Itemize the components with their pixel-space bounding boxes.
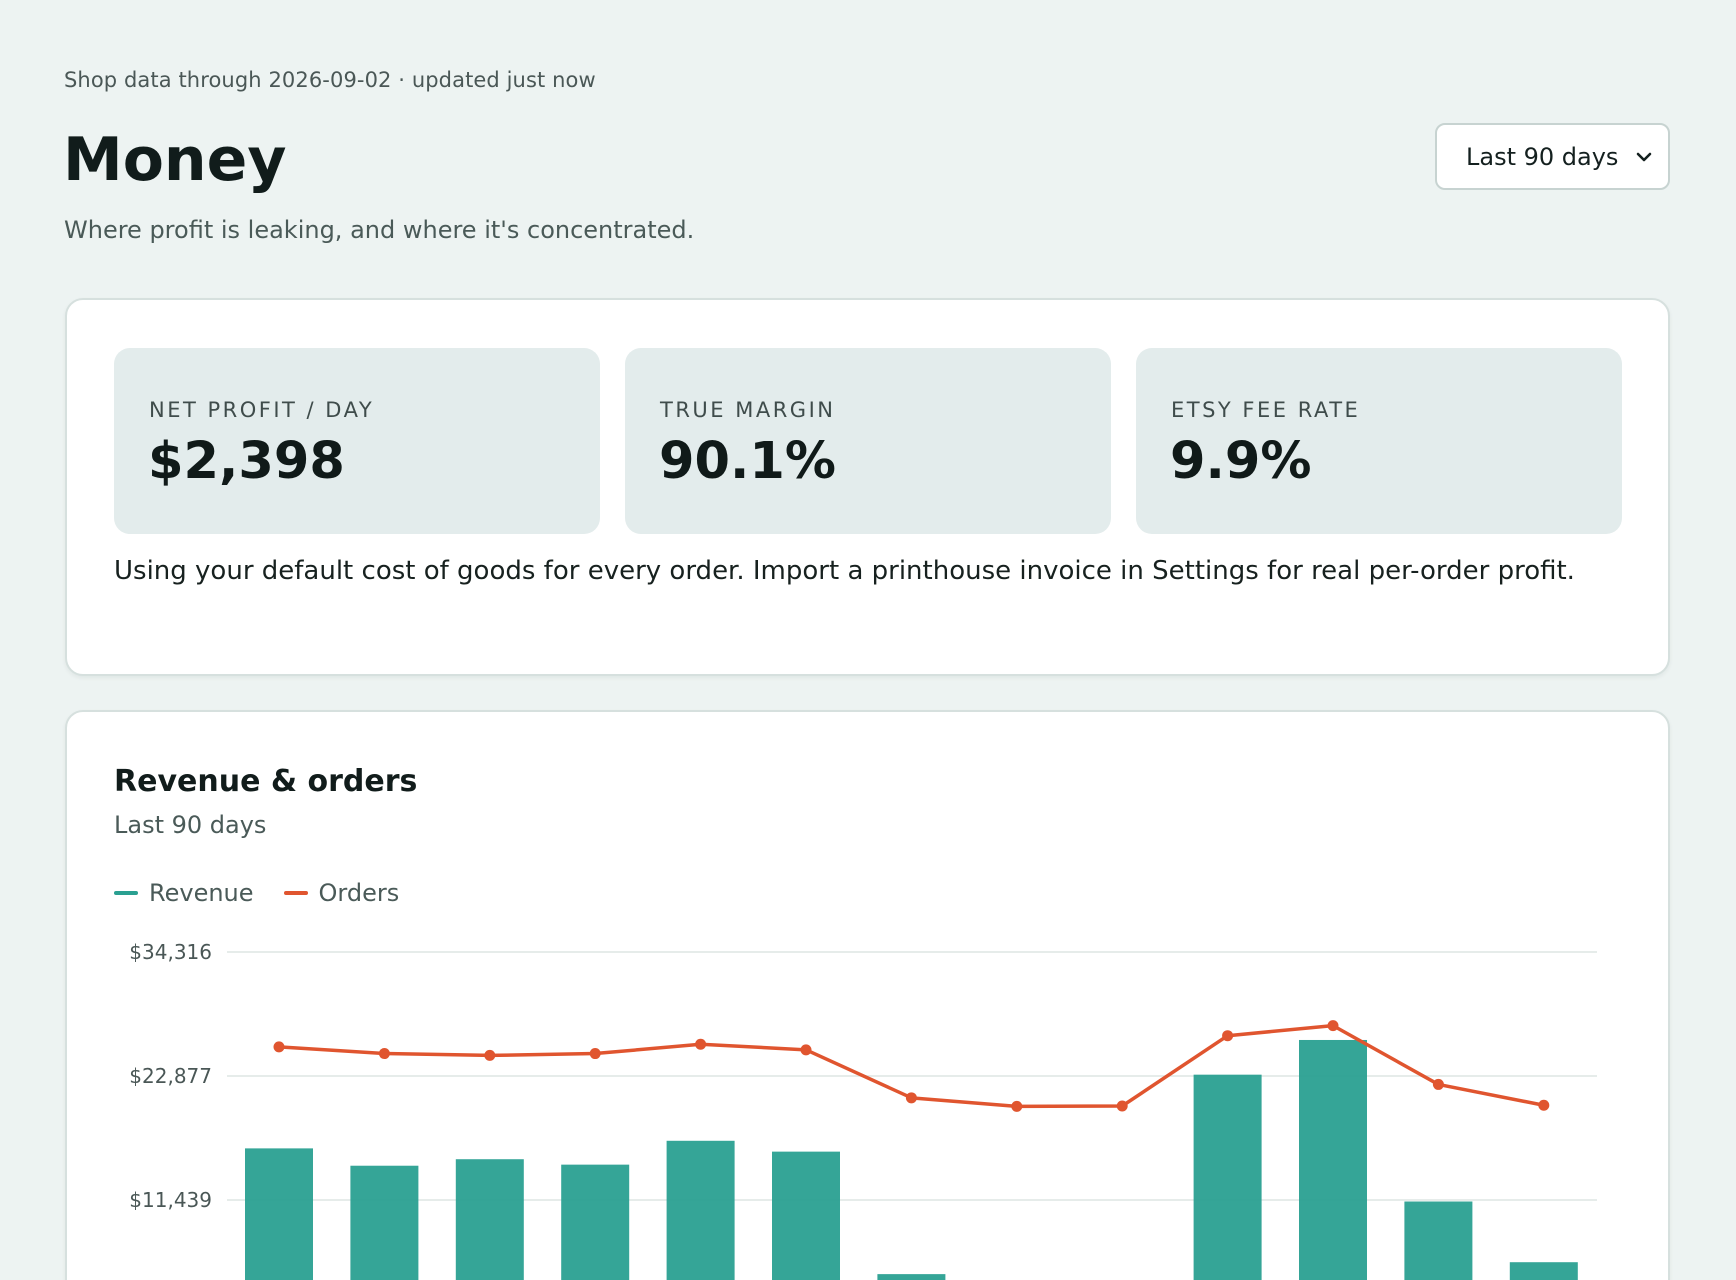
chart-title: Revenue & orders [114,764,418,799]
page-subtitle: Where profit is leaking, and where it's … [64,216,695,244]
revenue-bar[interactable] [772,1151,840,1280]
revenue-bar[interactable] [1404,1201,1473,1280]
kpi-value: $2,398 [148,432,345,491]
orders-point[interactable] [1538,1099,1550,1111]
kpi-true-margin: TRUE MARGIN 90.1% [625,348,1111,534]
kpi-value: 90.1% [659,432,836,491]
date-range-value: Last 90 days [1466,142,1619,171]
legend-swatch-orders [283,891,308,895]
orders-point[interactable] [1432,1078,1444,1090]
revenue-bars [245,1039,1578,1280]
page-title: Money [63,125,287,195]
revenue-bar[interactable] [245,1148,313,1280]
orders-point[interactable] [589,1048,601,1060]
chart-legend: Revenue Orders [114,879,399,907]
chart-subtitle: Last 90 days [114,811,267,839]
y-tick-label: $11,439 [129,1188,212,1212]
revenue-bar[interactable] [877,1274,946,1280]
kpi-net-profit-per-day: NET PROFIT / DAY $2,398 [114,348,600,534]
orders-point[interactable] [1327,1020,1339,1032]
data-freshness-text: Shop data through 2026-09-02 · updated j… [64,68,596,92]
orders-point[interactable] [1011,1100,1023,1112]
date-range-select[interactable]: Last 90 days [1435,123,1670,190]
revenue-bar[interactable] [1299,1039,1367,1280]
chart-gridlines [227,951,1597,1201]
kpi-card: NET PROFIT / DAY $2,398 TRUE MARGIN 90.1… [65,298,1670,676]
y-tick-label: $34,316 [129,940,212,964]
cost-of-goods-note: Using your default cost of goods for eve… [114,556,1575,586]
revenue-bar[interactable] [350,1165,419,1280]
kpi-label: ETSY FEE RATE [1171,398,1361,422]
orders-line [273,1020,1550,1112]
legend-label: Revenue [149,879,254,907]
revenue-bar[interactable] [666,1140,735,1280]
y-tick-label: $22,877 [129,1064,212,1088]
orders-point[interactable] [484,1049,496,1061]
orders-point[interactable] [905,1092,917,1104]
revenue-bar[interactable] [1193,1074,1262,1280]
revenue-bar[interactable] [455,1159,524,1280]
legend-swatch-revenue [114,891,138,895]
legend-label: Orders [318,879,400,907]
legend-item-orders: Orders [283,879,400,907]
revenue-orders-chart: $34,316 $22,877 $11,439 [129,940,1597,1280]
orders-point[interactable] [1222,1030,1234,1042]
chevron-down-icon [1636,152,1652,162]
legend-item-revenue: Revenue [114,879,254,907]
orders-point[interactable] [273,1041,285,1053]
orders-point[interactable] [378,1048,390,1060]
revenue-orders-card: Revenue & orders Last 90 days Revenue Or… [65,710,1670,1280]
y-axis-ticks: $34,316 $22,877 $11,439 [129,940,212,1212]
kpi-etsy-fee-rate: ETSY FEE RATE 9.9% [1136,348,1622,534]
kpi-label: TRUE MARGIN [660,398,836,422]
kpi-value: 9.9% [1170,432,1312,491]
revenue-bar[interactable] [1509,1262,1578,1280]
orders-point[interactable] [1116,1100,1128,1112]
orders-point[interactable] [800,1044,812,1056]
kpi-label: NET PROFIT / DAY [149,398,375,422]
orders-point[interactable] [695,1038,707,1050]
revenue-bar[interactable] [561,1164,630,1280]
